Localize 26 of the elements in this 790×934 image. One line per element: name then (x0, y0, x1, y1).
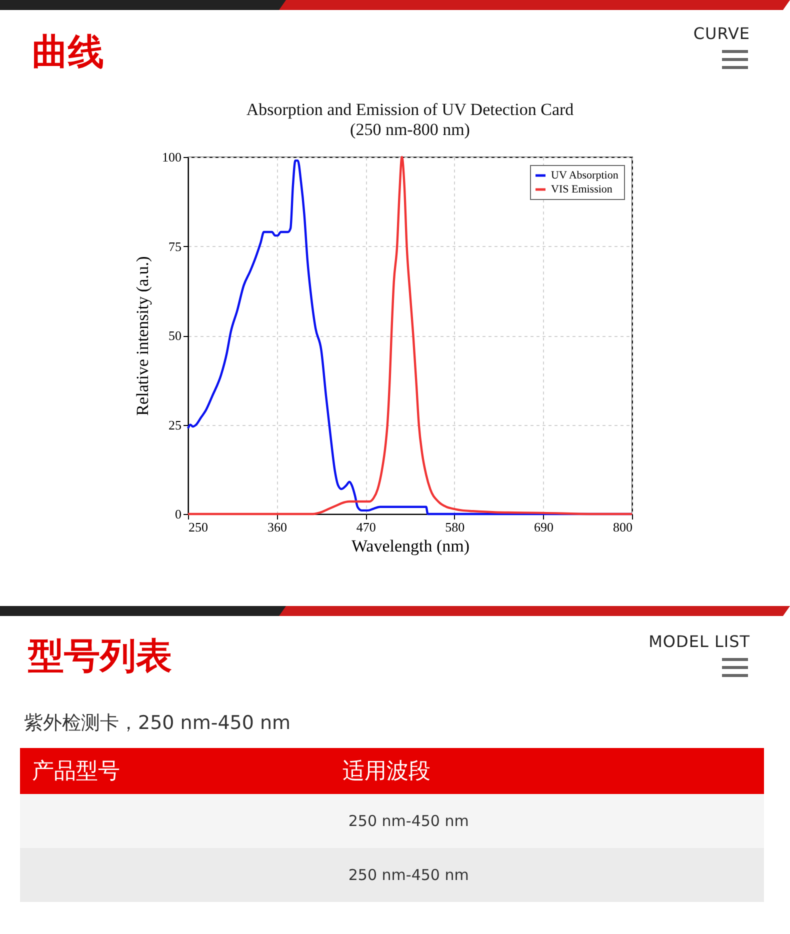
chart-title: Absorption and Emission of UV Detection Card (246, 100, 574, 119)
y-axis-title: Relative intensity (a.u.) (133, 256, 152, 416)
y-tick-label: 50 (168, 328, 182, 343)
x-axis-title: Wavelength (nm) (351, 536, 470, 556)
text: 型号列表 (28, 635, 172, 679)
text: CURVE (693, 24, 750, 43)
text: 产品型号 (20, 748, 330, 794)
x-tick-label: 800 (613, 520, 632, 534)
text: 适用波段 (330, 748, 764, 794)
text: 曲线 (32, 31, 104, 75)
x-tick-label: 360 (268, 520, 288, 534)
y-tick-label: 100 (162, 150, 182, 164)
text: 250 nm-450 nm (330, 848, 764, 902)
x-tick-label: 690 (534, 520, 554, 534)
text: 紫外检测卡，250 nm-450 nm (24, 711, 291, 736)
text: 250 nm-450 nm (330, 794, 764, 848)
y-tick-label: 25 (168, 417, 182, 432)
legend-label: VIS Emission (551, 184, 613, 196)
y-tick-label: 75 (168, 238, 182, 254)
x-tick-label: 470 (356, 520, 376, 534)
text: MODEL LIST (648, 632, 750, 651)
x-tick-label: 580 (445, 520, 465, 534)
legend-label: UV Absorption (551, 170, 619, 182)
x-tick-label: 250 (188, 520, 208, 534)
y-tick-label: 0 (175, 506, 182, 522)
chart-subtitle: (250 nm-800 nm) (350, 120, 470, 139)
